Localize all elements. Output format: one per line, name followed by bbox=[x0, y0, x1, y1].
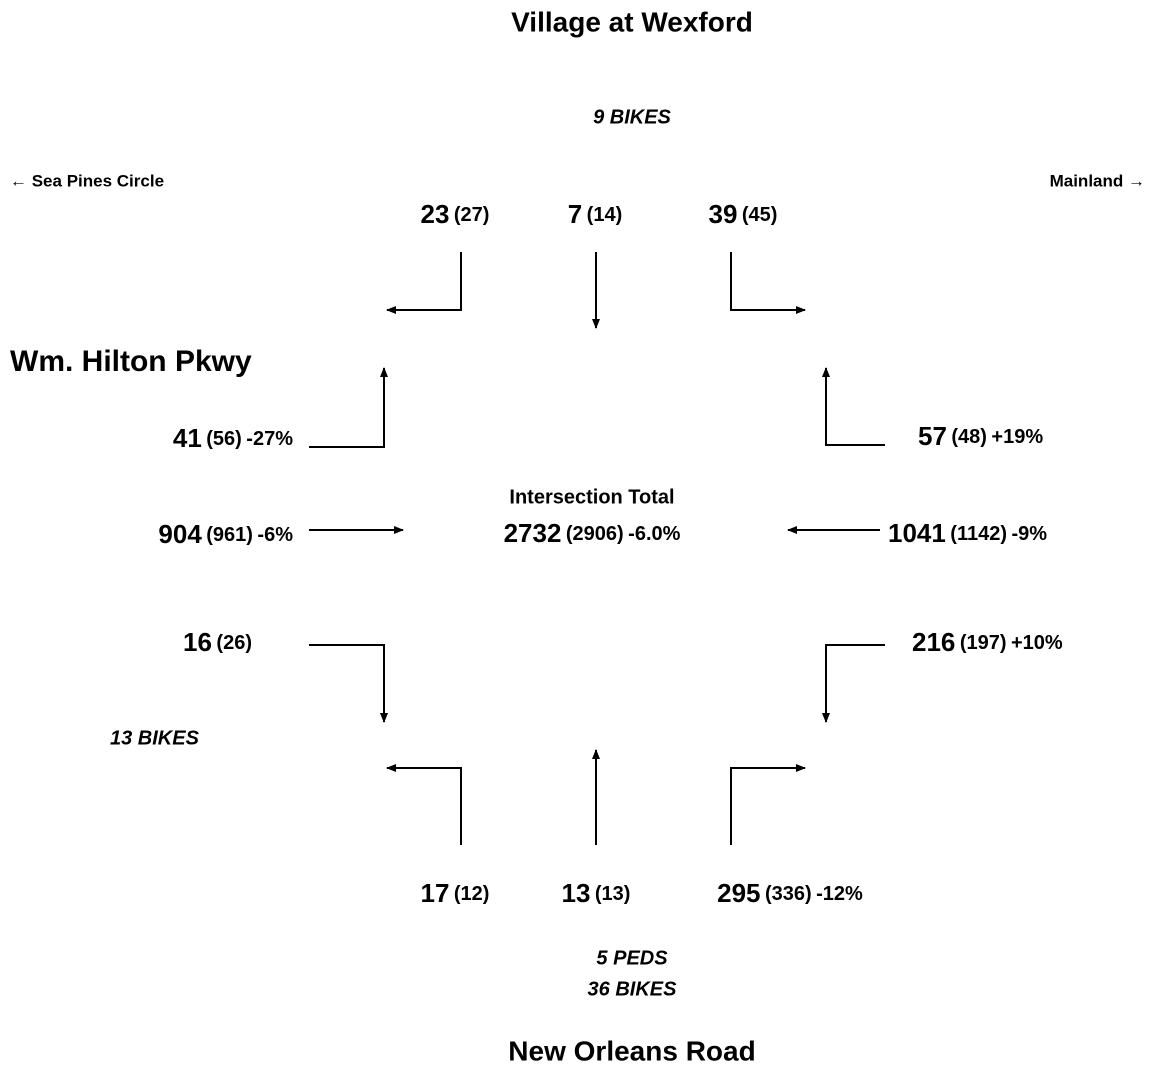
label-part: (13) bbox=[595, 883, 631, 905]
bottom-title: New Orleans Road bbox=[508, 1035, 755, 1066]
label-part: 16 bbox=[183, 627, 212, 657]
label-part: 23 bbox=[421, 199, 450, 229]
arrow bbox=[309, 367, 388, 448]
arrow bbox=[386, 252, 462, 314]
east-direction: Mainland → bbox=[1050, 171, 1145, 190]
movement-label: 7 (14) bbox=[568, 199, 623, 229]
arrow bbox=[822, 644, 885, 723]
movement-label: 295 (336) -12% bbox=[717, 878, 863, 908]
label-part: 216 bbox=[912, 627, 955, 657]
label-part: 17 bbox=[421, 878, 450, 908]
movement-label: 39 (45) bbox=[709, 199, 778, 229]
label-part: -9% bbox=[1011, 523, 1047, 545]
west-direction: ← Sea Pines Circle bbox=[10, 171, 164, 190]
label-part: -27% bbox=[246, 428, 293, 450]
label-part: 7 bbox=[568, 199, 582, 229]
arrow bbox=[309, 644, 388, 723]
side-street: Wm. Hilton Pkwy bbox=[10, 345, 252, 378]
label-part: (48) bbox=[951, 426, 987, 448]
label-part: -6.0% bbox=[628, 523, 680, 545]
label-part: (27) bbox=[454, 204, 490, 226]
label-part: (56) bbox=[206, 428, 242, 450]
label-part: 295 bbox=[717, 878, 760, 908]
movement-label: 23 (27) bbox=[421, 199, 490, 229]
movement-label: 13 (13) bbox=[562, 878, 631, 908]
label-part: +10% bbox=[1011, 632, 1063, 654]
total-value: 2732 (2906) -6.0% bbox=[504, 518, 681, 548]
label-part: (45) bbox=[742, 204, 778, 226]
label-part: 39 bbox=[709, 199, 738, 229]
label-part: -12% bbox=[816, 883, 863, 905]
movement-label: 17 (12) bbox=[421, 878, 490, 908]
label-part: (1142) bbox=[950, 523, 1007, 545]
title: Village at Wexford bbox=[511, 6, 753, 37]
label-part: +19% bbox=[991, 426, 1043, 448]
west-note: 13 BIKES bbox=[110, 727, 200, 749]
movement-label: 16 (26) bbox=[183, 627, 252, 657]
label-part: 41 bbox=[173, 423, 202, 453]
south-note: 5 PEDS bbox=[596, 947, 668, 969]
label-part: 57 bbox=[918, 421, 947, 451]
movement-label: 41 (56) -27% bbox=[173, 423, 293, 453]
label-part: (26) bbox=[216, 632, 252, 654]
movement-label: 57 (48) +19% bbox=[918, 421, 1043, 451]
label-part: (961) bbox=[206, 524, 253, 546]
south-note: 36 BIKES bbox=[588, 978, 678, 1000]
label-part: 1041 bbox=[888, 518, 946, 548]
arrow bbox=[386, 764, 462, 845]
label-part: (14) bbox=[587, 204, 623, 226]
label-part: 904 bbox=[158, 519, 202, 549]
arrow bbox=[730, 764, 806, 845]
label-part: 2732 bbox=[504, 518, 562, 548]
movement-label: 904 (961) -6% bbox=[158, 519, 293, 549]
arrow bbox=[730, 252, 806, 314]
movement-label: 216 (197) +10% bbox=[912, 627, 1063, 657]
label-part: (12) bbox=[454, 883, 490, 905]
label-part: (336) bbox=[765, 883, 812, 905]
arrow bbox=[822, 367, 885, 446]
north-note: 9 BIKES bbox=[593, 106, 671, 128]
label-part: (197) bbox=[960, 632, 1007, 654]
label-part: -6% bbox=[257, 524, 293, 546]
label-part: (2906) bbox=[566, 523, 624, 545]
total-label: Intersection Total bbox=[509, 486, 674, 508]
movement-label: 1041 (1142) -9% bbox=[888, 518, 1047, 548]
label-part: 13 bbox=[562, 878, 591, 908]
